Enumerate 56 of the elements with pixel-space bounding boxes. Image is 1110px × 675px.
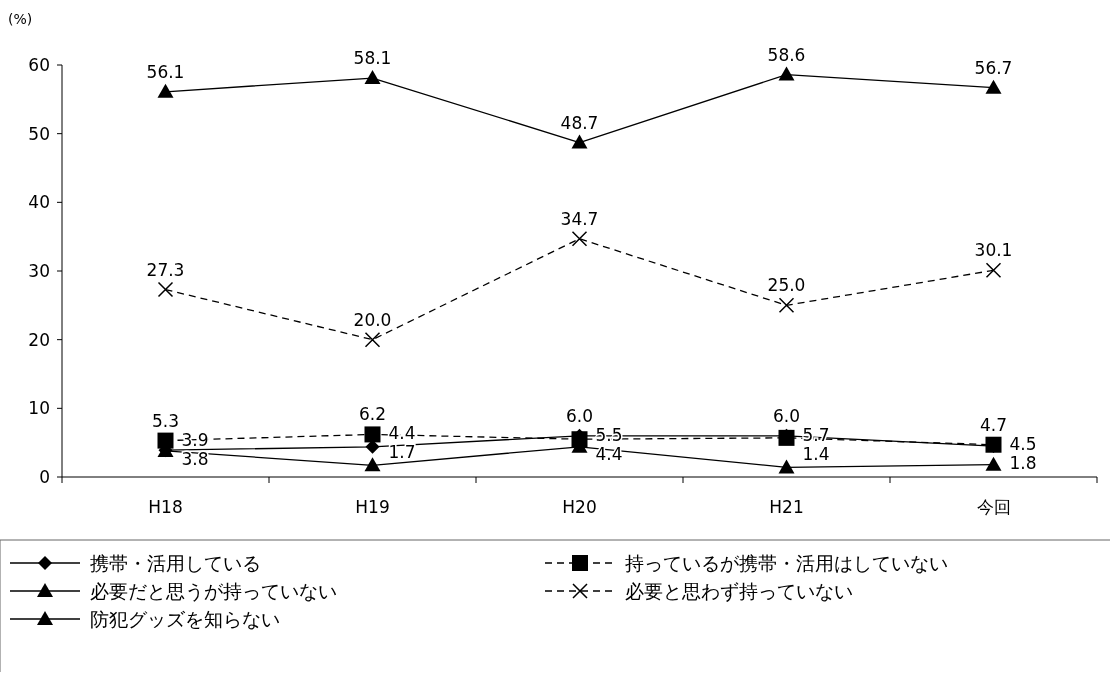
x-tick-label: H21 [769, 497, 804, 517]
point [364, 331, 381, 348]
data-label: 1.8 [1009, 452, 1037, 473]
data-label: 58.6 [767, 44, 806, 65]
point [571, 134, 588, 149]
point [364, 426, 381, 443]
data-label: 25.0 [767, 275, 806, 296]
point [364, 70, 381, 85]
y-tick-label: 0 [39, 467, 50, 487]
data-label: 4.4 [595, 443, 623, 464]
y-tick-label: 10 [28, 398, 50, 419]
point [985, 456, 1002, 471]
data-label: 6.0 [565, 405, 594, 426]
legend-label: 携帯・活用している [90, 552, 261, 574]
y-tick-label: 50 [28, 123, 50, 144]
y-tick-label: 30 [28, 261, 50, 281]
data-label: 5.3 [151, 410, 180, 431]
point [157, 432, 174, 449]
x-tick-label: H18 [148, 497, 183, 517]
data-label: 4.5 [1009, 433, 1037, 454]
point [571, 230, 588, 247]
data-label: 20.0 [353, 309, 392, 330]
data-label: 6.0 [772, 405, 801, 426]
data-label: 1.7 [388, 442, 416, 463]
data-label: 48.7 [560, 112, 599, 133]
data-label: 1.4 [802, 443, 830, 464]
data-label: 27.3 [146, 259, 185, 280]
data-label: 4.7 [979, 414, 1008, 435]
point [364, 457, 381, 472]
data-label: 34.7 [560, 208, 599, 229]
data-label: 6.2 [358, 404, 387, 425]
y-tick-label: 60 [28, 55, 50, 75]
point [778, 297, 795, 314]
data-label: 3.9 [181, 429, 209, 450]
data-label: 30.1 [974, 240, 1013, 261]
data-label: 56.1 [146, 61, 185, 82]
point [157, 83, 174, 98]
legend-label: 必要と思わず持っていない [625, 580, 853, 602]
y-axis-title: (%) [8, 11, 33, 27]
point [985, 79, 1002, 94]
legend-label: 必要だと思うが持っていない [90, 580, 337, 602]
x-tick-label: H20 [562, 497, 597, 517]
data-label: 4.4 [388, 423, 416, 444]
data-label: 58.1 [353, 48, 392, 69]
point [778, 459, 795, 474]
point [157, 281, 174, 298]
y-tick-label: 40 [28, 192, 50, 213]
x-tick-label: 今回 [976, 497, 1011, 517]
point [778, 66, 795, 81]
legend-label: 持っているが携帯・活用はしていない [625, 552, 948, 574]
point [985, 262, 1002, 279]
data-label: 3.8 [181, 448, 209, 469]
data-label: 56.7 [974, 57, 1013, 78]
y-tick-label: 20 [28, 329, 50, 350]
legend-label: 防犯グッズを知らない [90, 608, 280, 630]
x-tick-label: H19 [355, 497, 390, 517]
